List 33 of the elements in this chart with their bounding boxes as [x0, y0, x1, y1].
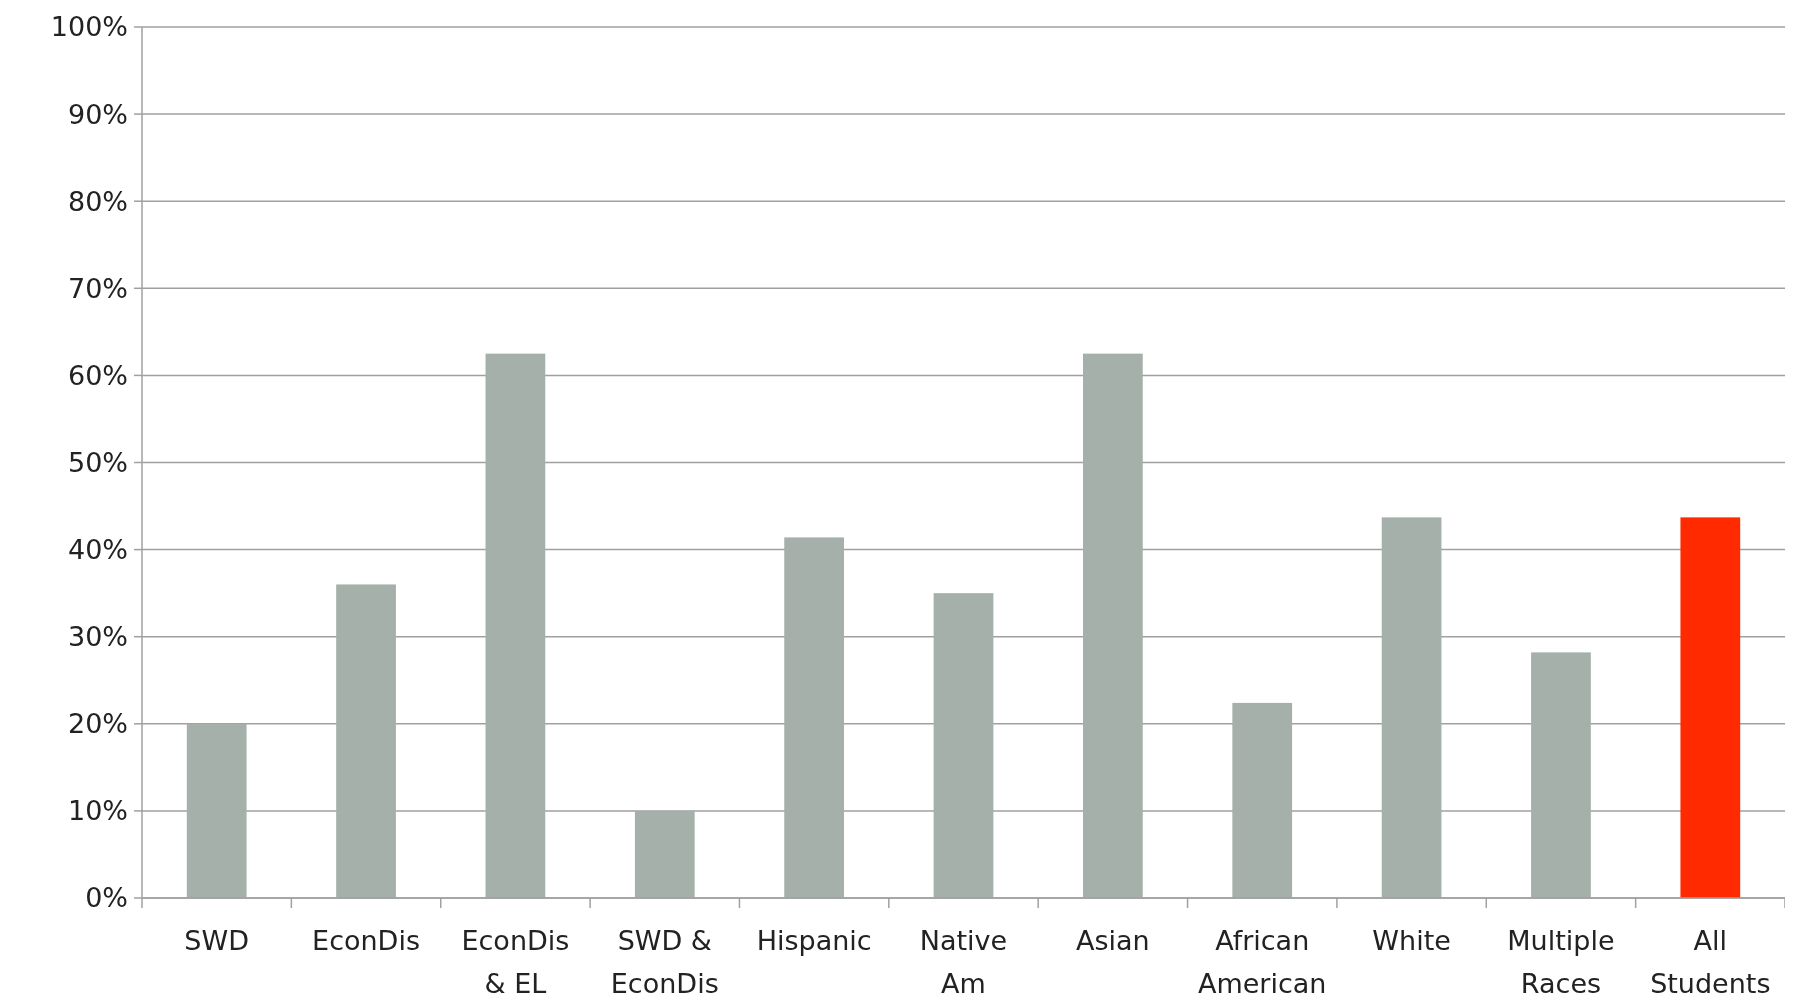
- bar: [634, 810, 695, 898]
- x-tick-label: Hispanic: [756, 925, 872, 956]
- y-tick-label: 60%: [67, 359, 128, 391]
- x-tick-label: All Students: [1650, 925, 1771, 996]
- bar: [933, 593, 994, 898]
- x-tick-label: SWD: [184, 925, 249, 956]
- bar: [1082, 353, 1143, 898]
- x-tick-label: EconDis & EL: [461, 925, 570, 996]
- bar: [336, 584, 396, 898]
- bar: [1232, 702, 1293, 898]
- bar: [485, 353, 546, 898]
- x-tick-label: EconDis: [312, 925, 420, 956]
- x-tick-label: Native Am: [919, 925, 1008, 996]
- x-tick-label: SWD & EconDis: [610, 925, 719, 996]
- bar: [784, 537, 845, 898]
- bar: [186, 723, 247, 898]
- x-tick-label: Multiple Races: [1507, 925, 1615, 996]
- y-tick-label: 50%: [67, 446, 128, 478]
- y-tick-label: 70%: [67, 272, 128, 304]
- y-tick-label: 10%: [67, 795, 128, 827]
- x-tick-label: African American: [1197, 925, 1327, 996]
- bar: [1680, 517, 1741, 898]
- y-tick-label: 20%: [67, 708, 128, 740]
- y-tick-label: 90%: [67, 98, 128, 130]
- y-tick-label: 30%: [67, 621, 128, 653]
- bar: [1381, 517, 1442, 898]
- y-tick-label: 40%: [67, 534, 128, 566]
- y-tick-label: 100%: [50, 11, 128, 43]
- y-tick-label: 80%: [67, 185, 128, 217]
- x-tick-label: White: [1372, 925, 1451, 956]
- bar: [1531, 652, 1591, 898]
- y-tick-label: 0%: [85, 882, 128, 914]
- x-tick-label: Asian: [1076, 925, 1150, 956]
